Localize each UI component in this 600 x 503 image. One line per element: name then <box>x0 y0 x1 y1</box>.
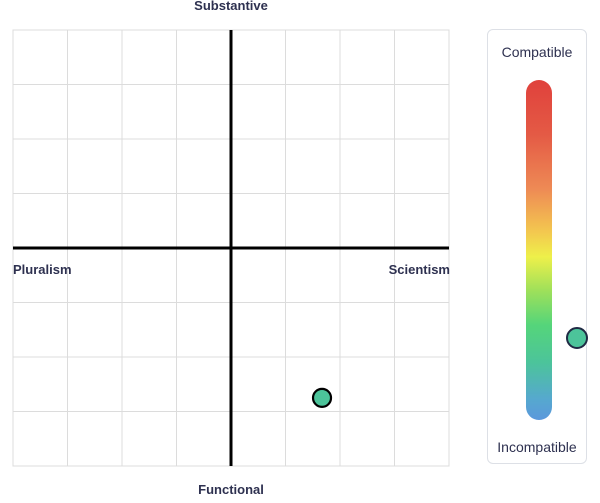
meter-gradient-track <box>526 80 588 420</box>
axis-label-right: Scientism <box>388 262 450 277</box>
compatibility-meter: Compatible Incompatible <box>487 29 588 464</box>
axis-label-left: Pluralism <box>13 262 72 277</box>
data-point <box>311 387 333 408</box>
axis-label-bottom: Functional <box>198 482 264 497</box>
axis-label-top: Substantive <box>194 0 268 13</box>
meter-bottom-label: Incompatible <box>497 439 577 455</box>
compass-chart <box>12 29 450 467</box>
points <box>311 387 333 408</box>
meter-knob <box>566 327 588 350</box>
meter-top-label: Compatible <box>501 44 573 60</box>
axes <box>13 30 449 466</box>
